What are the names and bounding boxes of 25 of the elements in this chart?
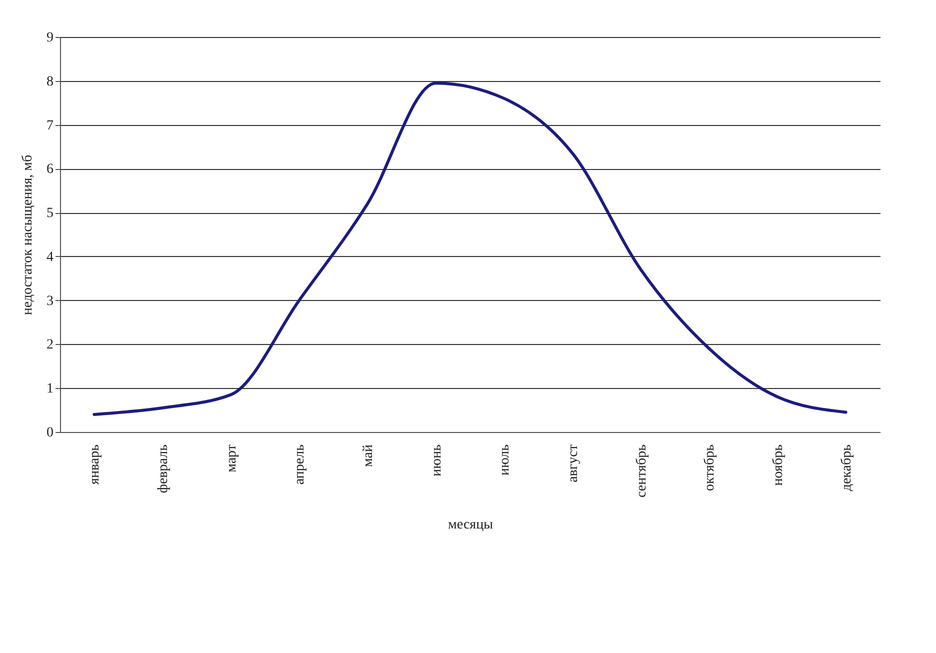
y-tick-label: 0: [46, 426, 54, 440]
x-axis-title: месяцы: [448, 517, 494, 532]
x-tick-label: июнь: [429, 444, 444, 476]
y-tick-label: 5: [46, 206, 54, 222]
y-tick-label: 9: [46, 30, 54, 46]
y-tick-label: 1: [46, 382, 54, 397]
y-tick-label: 3: [46, 294, 54, 309]
x-tick-label: август: [566, 444, 581, 482]
x-tick-label: март: [224, 444, 240, 472]
y-tick-label: 4: [46, 250, 54, 265]
line-series: [92, 82, 848, 416]
y-tick-label: 2: [46, 338, 54, 353]
x-tick-label: декабрь: [839, 444, 854, 492]
y-tick-label: 7: [46, 118, 54, 134]
x-tick-label: сентябрь: [634, 444, 650, 498]
x-tick-label: ноябрь: [771, 444, 786, 486]
x-tick-label: февраль: [156, 444, 171, 494]
x-tick-label: январь: [88, 444, 103, 484]
x-tick-label: май: [361, 444, 376, 467]
x-tick-label: июль: [498, 444, 513, 476]
x-tick-label: октябрь: [702, 444, 718, 491]
y-tick-label: 6: [46, 162, 54, 178]
y-axis-title: недостаток насыщения, мб: [20, 154, 36, 316]
x-tick-label: апрель: [292, 444, 308, 485]
y-tick-label: 8: [46, 74, 54, 90]
